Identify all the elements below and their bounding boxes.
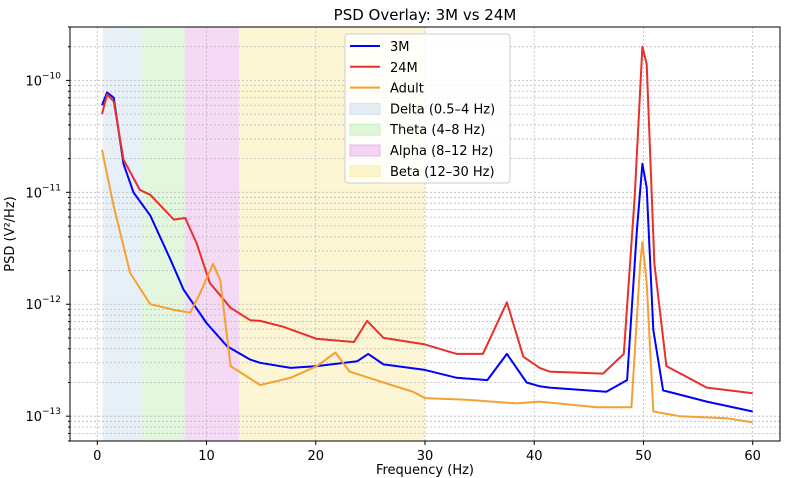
legend-label: 24M — [390, 61, 418, 76]
legend-label: 3M — [390, 40, 410, 55]
y-tick-label: 10 — [25, 74, 42, 89]
x-axis-label: Frequency (Hz) — [376, 463, 474, 478]
grid — [70, 26, 780, 442]
x-tick-label: 20 — [307, 449, 324, 464]
legend-label: Theta (4–8 Hz) — [389, 123, 485, 138]
x-tick-label: 30 — [417, 449, 434, 464]
y-axis-label: PSD (V²/Hz) — [3, 196, 18, 271]
x-tick-label: 50 — [635, 449, 652, 464]
legend-label: Delta (0.5–4 Hz) — [390, 102, 495, 117]
y-tick-label: 10 — [25, 410, 42, 425]
legend: 3M 24M Adult Delta (0.5–4 Hz) Theta (4–8 Hz)… — [344, 33, 511, 184]
y-tick-exponent: −12 — [42, 295, 61, 305]
y-tick-label: 10 — [25, 298, 42, 313]
legend-label: Adult — [390, 82, 424, 97]
chart-title: PSD Overlay: 3M vs 24M — [334, 6, 517, 24]
band-alpha — [184, 27, 240, 441]
legend-swatch-band — [349, 165, 381, 178]
x-tick-label: 60 — [744, 449, 761, 464]
legend-swatch-band — [349, 123, 381, 136]
series-line-3m — [101, 91, 753, 413]
x-tick-label: 40 — [526, 449, 543, 464]
y-tick-exponent: −11 — [42, 183, 61, 193]
legend-swatch-band — [349, 102, 381, 115]
y-tick-exponent: −13 — [42, 407, 61, 417]
series-lines — [101, 45, 753, 424]
y-tick-label: 10 — [25, 186, 42, 201]
series-line-adult — [101, 149, 753, 424]
legend-label: Beta (12–30 Hz) — [390, 165, 495, 180]
legend-swatch-band — [349, 144, 381, 157]
series-line-24m — [101, 45, 753, 395]
band-delta — [102, 27, 141, 441]
band-theta — [141, 27, 185, 441]
x-tick-label: 0 — [93, 449, 101, 464]
y-tick-exponent: −10 — [42, 71, 61, 81]
legend-label: Alpha (8–12 Hz) — [390, 144, 493, 159]
x-tick-label: 10 — [198, 449, 215, 464]
legend-box — [344, 33, 511, 184]
